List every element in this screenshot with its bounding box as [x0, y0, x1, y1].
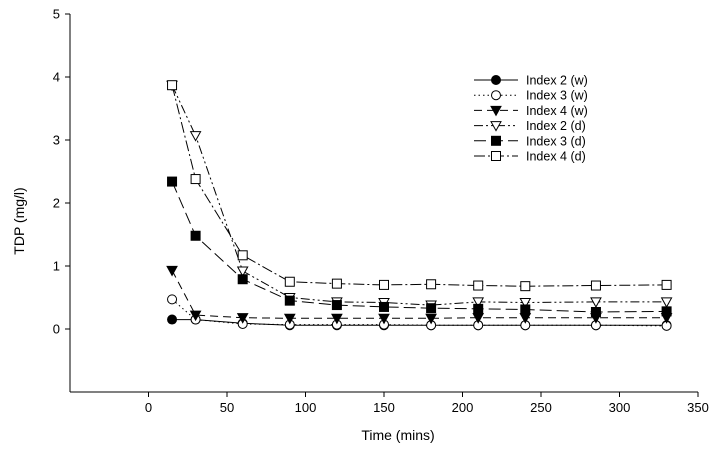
series-layer — [166, 80, 673, 331]
legend-label: Index 2 (d) — [526, 119, 586, 133]
data-point — [519, 298, 532, 309]
data-point — [167, 80, 178, 91]
legend-marker — [491, 151, 501, 161]
legend-label: Index 4 (d) — [526, 150, 586, 164]
series-2 — [167, 294, 672, 331]
data-point — [190, 174, 201, 185]
data-point — [283, 313, 296, 325]
y-tick-label: 4 — [53, 70, 60, 85]
legend-marker — [490, 121, 502, 132]
data-point — [331, 313, 343, 325]
y-tick-label: 2 — [53, 196, 60, 211]
series-line — [171, 84, 667, 306]
data-point — [590, 280, 601, 291]
data-point — [331, 300, 342, 311]
legend-item: Index 4 (w) — [474, 104, 588, 118]
data-point — [167, 294, 178, 305]
data-point — [661, 279, 672, 290]
data-point — [590, 297, 602, 308]
legend-marker — [490, 105, 502, 117]
data-point — [189, 131, 202, 142]
y-tick-label: 3 — [53, 133, 60, 148]
data-point — [660, 297, 673, 308]
y-tick-label: 5 — [53, 7, 60, 22]
x-tick-label: 250 — [530, 400, 552, 415]
data-point — [590, 306, 601, 317]
legend-marker — [491, 90, 501, 101]
y-axis: 0 1 2 3 4 5 — [53, 7, 70, 337]
series-line — [171, 85, 667, 287]
data-point — [379, 301, 389, 312]
data-point — [284, 295, 295, 306]
data-point — [236, 266, 249, 278]
data-point — [378, 313, 390, 325]
legend-marker — [491, 135, 501, 146]
legend-label: Index 4 (w) — [526, 104, 588, 118]
data-point — [473, 303, 484, 314]
x-axis-title: Time (mins) — [361, 427, 434, 443]
data-point — [379, 279, 389, 290]
y-axis-title: TDP (mg/l) — [11, 187, 27, 254]
legend-label: Index 3 (w) — [526, 89, 588, 103]
data-point — [237, 274, 248, 285]
x-tick-label: 350 — [687, 400, 709, 415]
series-line — [171, 181, 667, 313]
data-point — [166, 265, 178, 277]
data-point — [661, 306, 672, 317]
data-point — [520, 281, 531, 292]
legend-item: Index 2 (d) — [474, 119, 586, 133]
x-tick-label: 200 — [452, 400, 474, 415]
x-tick-label: 100 — [295, 400, 317, 415]
legend-item: Index 2 (w) — [474, 74, 588, 88]
legend: Index 2 (w)Index 3 (w)Index 4 (w)Index 2… — [474, 74, 588, 164]
data-point — [426, 303, 437, 314]
series-6 — [167, 80, 672, 292]
legend-item: Index 3 (d) — [474, 134, 586, 148]
x-tick-label: 150 — [373, 400, 395, 415]
data-point — [236, 313, 249, 324]
data-point — [237, 250, 248, 261]
legend-item: Index 4 (d) — [474, 150, 586, 164]
x-tick-label: 50 — [220, 400, 234, 415]
data-point — [425, 313, 437, 325]
data-point — [284, 276, 295, 287]
legend-label: Index 3 (d) — [526, 134, 586, 148]
data-point — [426, 279, 437, 290]
plot-frame — [69, 14, 698, 393]
data-point — [167, 176, 178, 187]
y-tick-label: 0 — [53, 322, 60, 337]
data-point — [189, 310, 202, 322]
legend-item: Index 3 (w) — [474, 89, 588, 103]
x-tick-label: 0 — [145, 400, 152, 415]
x-axis: 0 50 100 150 200 250 300 350 — [145, 392, 709, 415]
data-point — [472, 297, 485, 308]
data-point — [190, 230, 201, 241]
data-point — [167, 314, 178, 325]
legend-marker — [491, 75, 501, 85]
series-5 — [167, 176, 672, 317]
data-point — [520, 304, 531, 315]
data-point — [473, 280, 484, 291]
x-tick-label: 300 — [609, 400, 631, 415]
data-point — [331, 278, 342, 289]
y-tick-label: 1 — [53, 259, 60, 274]
legend-label: Index 2 (w) — [526, 74, 588, 88]
